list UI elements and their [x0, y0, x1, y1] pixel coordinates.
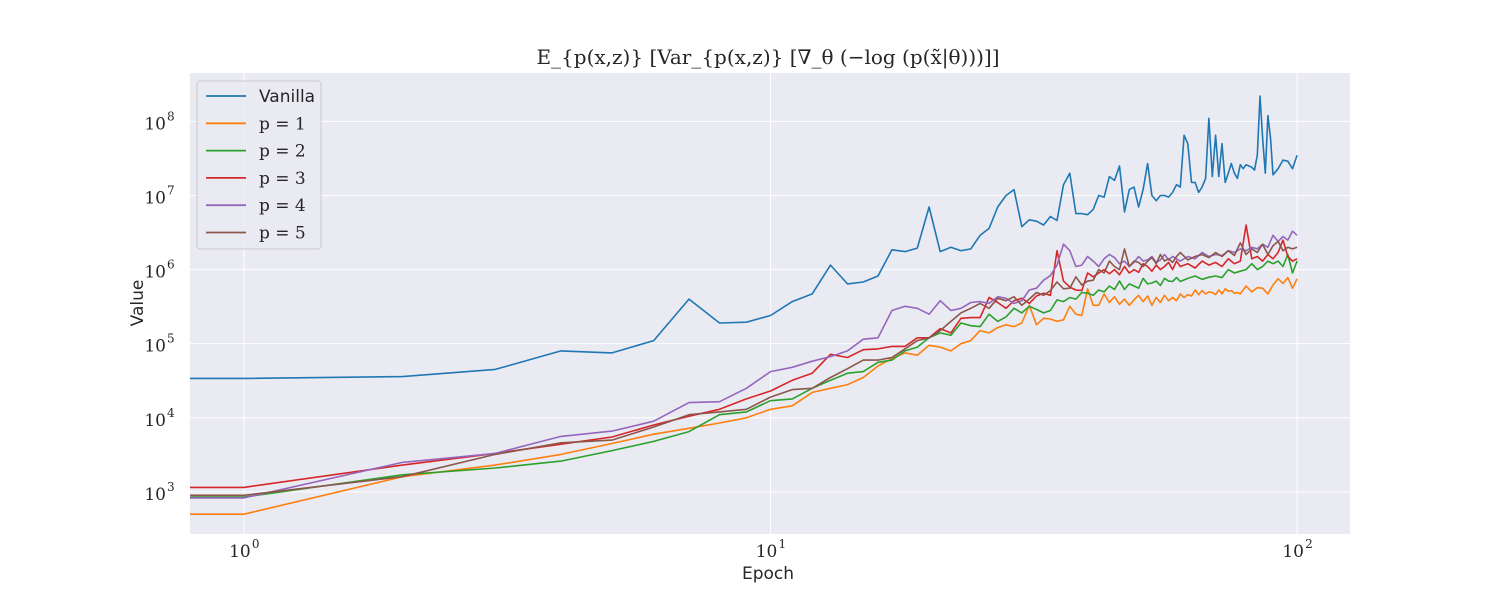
series-line-5 [190, 240, 1298, 497]
series-line-2 [190, 253, 1298, 498]
y-tick-label: 10 [144, 263, 166, 283]
y-tick-label: 10 [144, 411, 166, 431]
y-tick-exponent: 6 [167, 258, 175, 272]
series-line-0 [190, 95, 1298, 380]
y-tick-label: 10 [144, 337, 166, 357]
x-axis-label: Epoch [742, 564, 794, 584]
y-tick-exponent: 3 [167, 480, 175, 494]
y-tick-label: 10 [144, 188, 166, 208]
chart-title: E_{p(x,z)} [Var_{p(x,z)} [∇_θ (−log (p(x… [536, 45, 999, 70]
x-tick-exponent: 0 [252, 537, 260, 551]
series-lines [190, 95, 1298, 515]
grid [190, 73, 1350, 534]
x-tick-label: 10 [229, 542, 251, 562]
x-tick-exponent: 2 [1305, 537, 1313, 551]
legend-label-4: p = 4 [259, 196, 306, 216]
legend: Vanilla p = 1 p = 2 p = 3 p = 4 p = 5 [196, 80, 322, 250]
legend-label-2: p = 2 [259, 142, 306, 162]
y-axis-label: Value [128, 280, 148, 327]
x-tick-label: 10 [1282, 542, 1304, 562]
plot-area [190, 73, 1350, 534]
legend-label-5: p = 5 [259, 224, 306, 244]
y-tick-exponent: 8 [167, 109, 175, 123]
legend-label-3: p = 3 [259, 169, 306, 189]
legend-label-1: p = 1 [259, 114, 306, 134]
x-tick-label: 10 [756, 542, 778, 562]
y-tick-exponent: 4 [167, 406, 175, 420]
y-tick-label: 10 [144, 485, 166, 505]
x-tick-exponent: 1 [779, 537, 787, 551]
y-tick-exponent: 5 [167, 332, 175, 346]
legend-label-0: Vanilla [259, 87, 315, 107]
series-line-1 [190, 276, 1298, 515]
y-tick-exponent: 7 [167, 183, 175, 197]
y-tick-label: 10 [144, 114, 166, 134]
x-axis-ticks: 10 0 10 1 10 2 [229, 537, 1313, 562]
